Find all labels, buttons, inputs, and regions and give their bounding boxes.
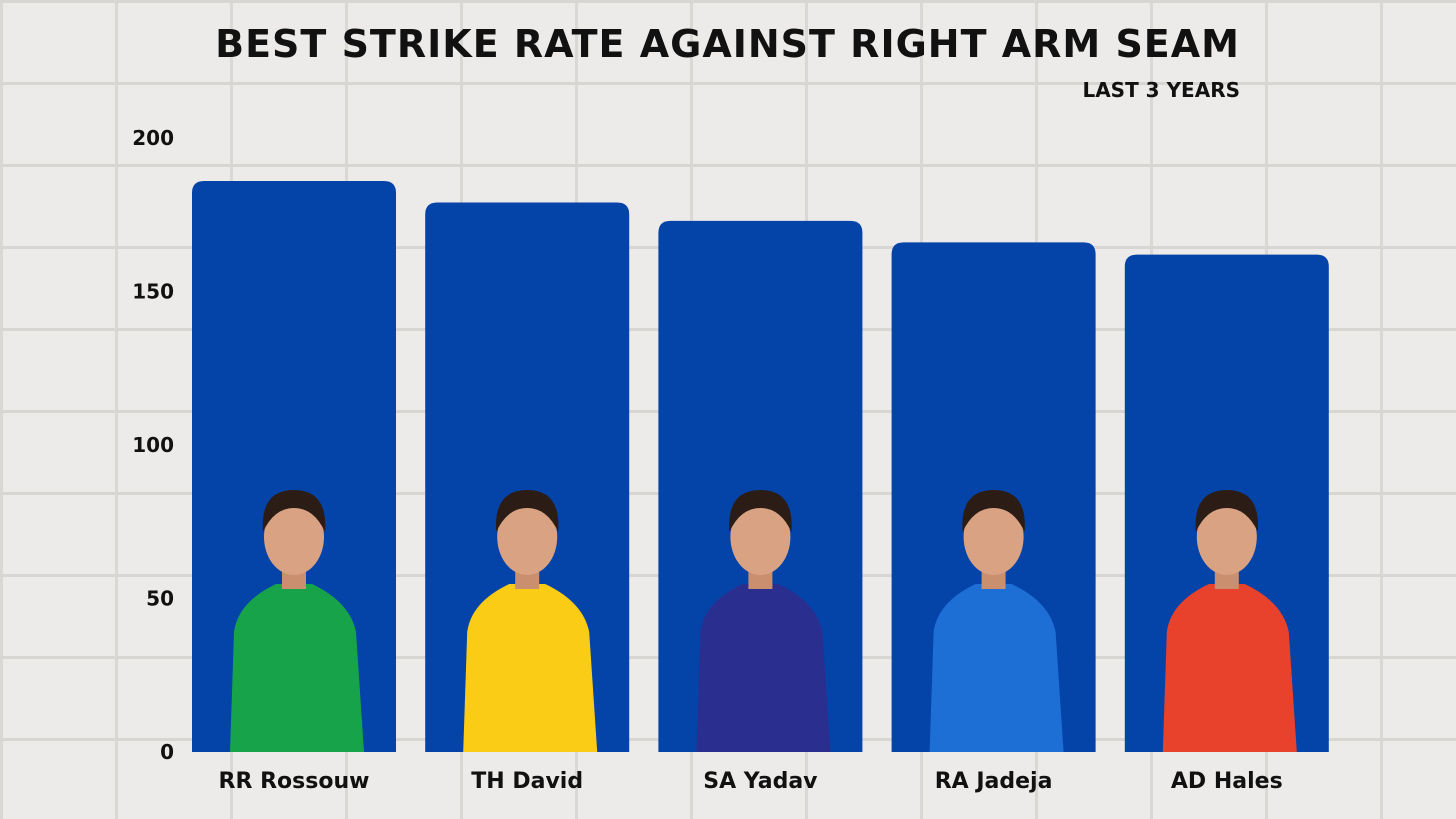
bars (192, 180, 1329, 753)
face-shape (730, 499, 791, 575)
y-tick-label: 100 (132, 433, 174, 457)
face-shape (963, 499, 1024, 575)
hair-shape (1195, 490, 1259, 532)
y-axis: 0 50 100 150 200 (132, 126, 174, 764)
hair-shape (729, 490, 792, 532)
hair-shape (495, 490, 559, 532)
chart-subtitle: Last 3 years (1082, 78, 1240, 102)
player-avatar (929, 490, 1064, 752)
hair-shape (962, 490, 1025, 532)
jersey-shape (929, 584, 1064, 752)
jersey-shape (230, 584, 364, 752)
player-avatar (230, 490, 364, 752)
category-label: RA Jadeja (935, 769, 1053, 794)
player-avatar (696, 490, 831, 752)
jersey-shape (463, 584, 598, 752)
category-label: AD Hales (1171, 769, 1283, 794)
jersey-shape (1162, 584, 1297, 752)
face-shape (264, 499, 324, 575)
x-axis: RR Rossouw TH David SA Yadav RA Jadeja AD Ha… (219, 769, 1283, 794)
y-tick-label: 200 (132, 126, 174, 150)
y-tick-label: 50 (146, 587, 174, 611)
face-shape (497, 499, 558, 575)
y-tick-label: 0 (160, 740, 174, 764)
player-avatar (1162, 490, 1297, 752)
category-label: SA Yadav (703, 769, 818, 794)
chart-title: Best strike rate against right arm seam (215, 22, 1240, 66)
face-shape (1196, 499, 1257, 575)
jersey-shape (696, 584, 831, 752)
category-label: TH David (471, 769, 583, 794)
hair-shape (262, 490, 326, 532)
player-avatar (463, 490, 598, 752)
category-label: RR Rossouw (219, 769, 370, 794)
y-tick-label: 150 (132, 280, 174, 304)
